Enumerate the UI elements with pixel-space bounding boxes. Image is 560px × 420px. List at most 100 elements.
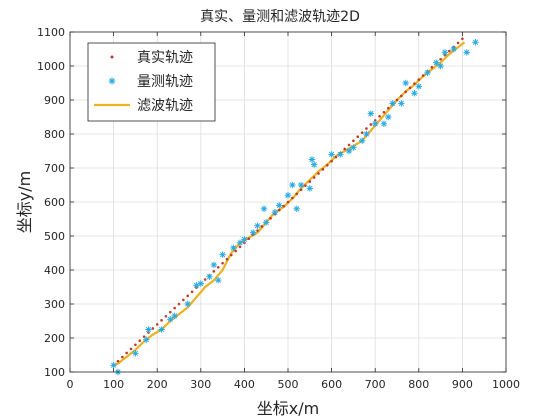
true-point <box>352 139 355 143</box>
measured-point <box>337 151 344 158</box>
true-point <box>277 208 281 212</box>
true-point <box>456 41 460 45</box>
true-point <box>373 119 377 122</box>
legend-box <box>87 42 216 122</box>
measured-point <box>415 83 422 90</box>
legend-swatch-asterisk <box>108 77 116 85</box>
true-point <box>243 241 246 245</box>
true-point <box>121 355 124 359</box>
measured-point <box>363 130 370 138</box>
measured-point <box>276 202 283 209</box>
x-tick-label: 1000 <box>492 378 520 391</box>
y-tick-label: 500 <box>44 230 65 243</box>
measured-point <box>308 156 316 163</box>
tick-marks <box>69 31 507 373</box>
true-point <box>238 245 242 249</box>
x-tick-label: 300 <box>190 378 211 391</box>
measured-point <box>171 312 178 320</box>
true-point <box>347 143 351 147</box>
true-point <box>413 82 416 85</box>
true-point <box>168 310 172 314</box>
legend-label: 量测轨迹 <box>137 74 193 90</box>
x-tick-label: 500 <box>278 378 299 391</box>
y-tick-label: 200 <box>44 332 65 345</box>
true-point <box>295 192 299 196</box>
measured-point <box>197 280 204 287</box>
y-tick-label: 400 <box>44 264 65 277</box>
measured-point <box>210 261 218 269</box>
series-dot <box>112 37 464 367</box>
true-point <box>312 176 316 179</box>
true-point <box>386 106 390 110</box>
true-point <box>439 57 442 61</box>
true-point <box>404 90 408 94</box>
y-tick-label: 700 <box>44 162 65 175</box>
true-point <box>334 155 338 159</box>
y-tick-label: 100 <box>44 366 65 379</box>
measured-point <box>372 120 379 127</box>
measured-point <box>260 205 268 212</box>
true-point <box>125 351 128 355</box>
legend-label: 真实轨迹 <box>137 50 193 66</box>
measured-point <box>230 244 237 252</box>
true-point <box>269 217 272 220</box>
measured-point <box>424 69 431 76</box>
series-layer <box>110 37 479 376</box>
x-tick-label: 100 <box>103 378 124 391</box>
legend-label: 滤波轨迹 <box>137 98 193 114</box>
measured-point <box>289 181 296 189</box>
measured-point <box>328 151 335 158</box>
y-tick-label: 600 <box>44 196 65 209</box>
tick-labels: 0 100 200 300 400 500 600 700 800 900 100010020030… <box>37 26 520 391</box>
true-point <box>260 225 264 228</box>
measured-point <box>254 222 261 229</box>
measured-point <box>271 209 279 216</box>
measured-point <box>411 90 418 97</box>
true-point <box>164 314 168 318</box>
true-point <box>286 200 290 204</box>
true-point <box>365 127 368 130</box>
x-tick-label: 700 <box>365 378 386 391</box>
measured-point <box>293 205 300 212</box>
true-point <box>308 180 312 183</box>
true-point <box>448 49 451 53</box>
true-point <box>291 196 294 200</box>
true-point <box>417 78 421 81</box>
measured-point <box>143 336 150 343</box>
measured-point <box>402 79 409 87</box>
true-point <box>173 306 176 310</box>
x-tick-label: 400 <box>234 378 255 391</box>
true-point <box>129 347 133 351</box>
measured-point <box>284 192 292 199</box>
measured-point <box>297 181 305 189</box>
true-point <box>225 257 229 261</box>
true-point <box>221 261 224 265</box>
true-point <box>378 115 381 118</box>
measured-point <box>219 251 226 258</box>
true-point <box>299 188 303 192</box>
measured-point <box>450 45 457 53</box>
x-tick-label: 900 <box>452 378 473 391</box>
true-point <box>186 294 190 298</box>
true-point <box>177 302 181 306</box>
true-point <box>461 37 464 41</box>
true-point <box>382 110 386 114</box>
measured-point <box>389 100 396 107</box>
true-point <box>400 94 403 98</box>
true-point <box>134 343 137 347</box>
true-point <box>282 204 285 208</box>
measured-point <box>241 236 248 243</box>
measured-point <box>367 110 375 117</box>
measured-point <box>472 39 479 46</box>
true-point <box>317 172 320 175</box>
measured-point <box>345 147 353 155</box>
true-point <box>155 323 159 326</box>
true-point <box>190 290 194 294</box>
measured-point <box>358 137 366 144</box>
true-point <box>234 249 237 253</box>
y-axis-label: 坐标y/m <box>15 171 34 233</box>
measured-point <box>215 277 222 284</box>
true-point <box>304 184 307 187</box>
